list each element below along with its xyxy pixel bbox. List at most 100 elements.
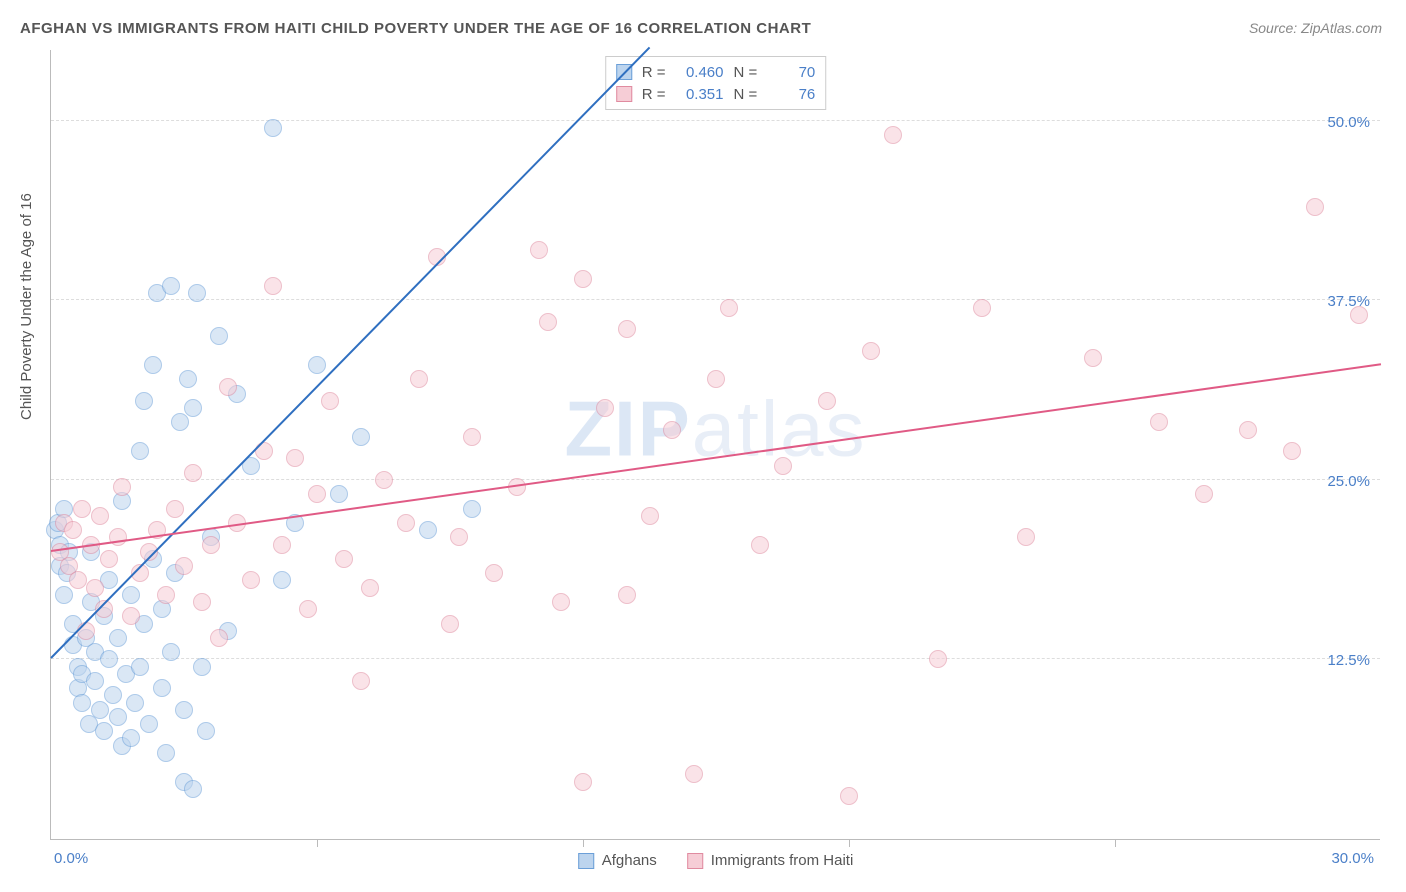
swatch-haiti xyxy=(616,86,632,102)
x-tick xyxy=(849,839,850,847)
gridline xyxy=(51,299,1380,300)
data-point xyxy=(135,392,153,410)
x-tick xyxy=(583,839,584,847)
data-point xyxy=(193,658,211,676)
gridline xyxy=(51,658,1380,659)
data-point xyxy=(184,780,202,798)
data-point xyxy=(539,313,557,331)
data-point xyxy=(596,399,614,417)
data-point xyxy=(286,449,304,467)
data-point xyxy=(210,327,228,345)
data-point xyxy=(242,571,260,589)
data-point xyxy=(751,536,769,554)
data-point xyxy=(179,370,197,388)
data-point xyxy=(1195,485,1213,503)
x-axis-max-label: 30.0% xyxy=(1331,850,1374,867)
data-point xyxy=(530,241,548,259)
data-point xyxy=(69,571,87,589)
data-point xyxy=(552,593,570,611)
y-axis-label: Child Poverty Under the Age of 16 xyxy=(18,193,35,420)
data-point xyxy=(157,586,175,604)
data-point xyxy=(219,378,237,396)
data-point xyxy=(273,571,291,589)
gridline xyxy=(51,120,1380,121)
source-attribution: Source: ZipAtlas.com xyxy=(1249,20,1382,36)
r-label: R = xyxy=(642,64,666,81)
data-point xyxy=(335,550,353,568)
x-tick xyxy=(1115,839,1116,847)
legend-item-afghans: Afghans xyxy=(578,852,657,869)
data-point xyxy=(361,579,379,597)
data-point xyxy=(618,586,636,604)
data-point xyxy=(122,729,140,747)
data-point xyxy=(64,521,82,539)
data-point xyxy=(641,507,659,525)
data-point xyxy=(1283,442,1301,460)
data-point xyxy=(140,715,158,733)
data-point xyxy=(73,500,91,518)
data-point xyxy=(884,126,902,144)
n-label: N = xyxy=(734,86,758,103)
data-point xyxy=(663,421,681,439)
data-point xyxy=(153,679,171,697)
data-point xyxy=(202,536,220,554)
data-point xyxy=(375,471,393,489)
data-point xyxy=(463,500,481,518)
data-point xyxy=(264,119,282,137)
data-point xyxy=(862,342,880,360)
data-point xyxy=(929,650,947,668)
data-point xyxy=(91,507,109,525)
data-point xyxy=(352,428,370,446)
legend-item-haiti: Immigrants from Haiti xyxy=(687,852,854,869)
data-point xyxy=(485,564,503,582)
data-point xyxy=(122,586,140,604)
data-point xyxy=(157,744,175,762)
data-point xyxy=(308,356,326,374)
n-value-afghans: 70 xyxy=(767,64,815,81)
legend-label-afghans: Afghans xyxy=(602,852,657,869)
data-point xyxy=(122,607,140,625)
data-point xyxy=(1017,528,1035,546)
stats-row-afghans: R = 0.460 N = 70 xyxy=(616,61,816,83)
data-point xyxy=(100,650,118,668)
legend-label-haiti: Immigrants from Haiti xyxy=(711,852,854,869)
data-point xyxy=(175,701,193,719)
data-point xyxy=(1150,413,1168,431)
data-point xyxy=(184,399,202,417)
data-point xyxy=(184,464,202,482)
gridline xyxy=(51,479,1380,480)
data-point xyxy=(463,428,481,446)
data-point xyxy=(1239,421,1257,439)
data-point xyxy=(410,370,428,388)
data-point xyxy=(264,277,282,295)
data-point xyxy=(973,299,991,317)
r-label: R = xyxy=(642,86,666,103)
data-point xyxy=(109,629,127,647)
data-point xyxy=(707,370,725,388)
data-point xyxy=(166,500,184,518)
data-point xyxy=(100,550,118,568)
data-point xyxy=(131,442,149,460)
data-point xyxy=(55,586,73,604)
chart-title: AFGHAN VS IMMIGRANTS FROM HAITI CHILD PO… xyxy=(20,20,811,37)
data-point xyxy=(574,773,592,791)
legend-swatch-haiti xyxy=(687,853,703,869)
data-point xyxy=(171,413,189,431)
data-point xyxy=(441,615,459,633)
data-point xyxy=(109,528,127,546)
data-point xyxy=(299,600,317,618)
data-point xyxy=(104,686,122,704)
legend-swatch-afghans xyxy=(578,853,594,869)
data-point xyxy=(144,356,162,374)
y-tick-label: 25.0% xyxy=(1321,473,1370,490)
data-point xyxy=(321,392,339,410)
data-point xyxy=(188,284,206,302)
data-point xyxy=(574,270,592,288)
plot-area: ZIPatlas R = 0.460 N = 70 R = 0.351 N = … xyxy=(50,50,1380,840)
data-point xyxy=(450,528,468,546)
data-point xyxy=(308,485,326,503)
data-point xyxy=(113,478,131,496)
r-value-haiti: 0.351 xyxy=(676,86,724,103)
data-point xyxy=(86,672,104,690)
data-point xyxy=(1084,349,1102,367)
